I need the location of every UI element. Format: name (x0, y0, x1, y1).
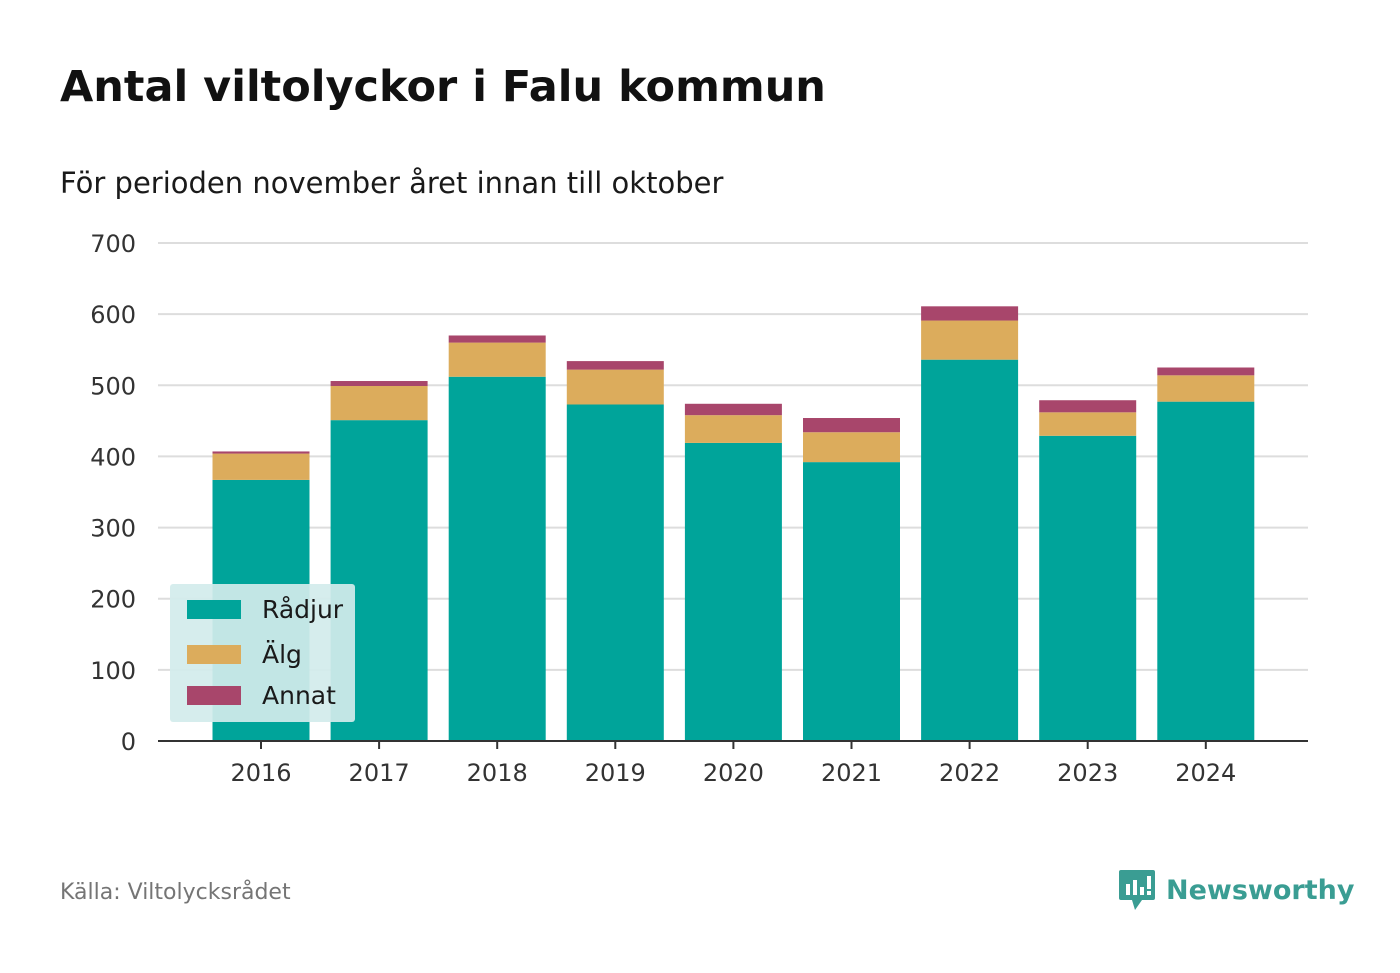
legend: Rådjur Älg Annat (170, 584, 355, 722)
x-tick-label-2017: 2017 (349, 759, 410, 787)
x-tick-label-2023: 2023 (1057, 759, 1118, 787)
bar-rdjur-2023 (1039, 435, 1137, 741)
bar-annat-2024 (1157, 367, 1255, 376)
y-tick-label-300: 300 (90, 515, 136, 543)
x-tick-label-2021: 2021 (821, 759, 882, 787)
x-tick-label-2018: 2018 (467, 759, 528, 787)
x-tick-label-2016: 2016 (230, 759, 291, 787)
bars (212, 306, 1255, 741)
bar-rdjur-2020 (684, 442, 782, 741)
bar-lg-2022 (921, 320, 1019, 360)
legend-swatch-radjur (187, 599, 241, 619)
bar-lg-2018 (448, 342, 546, 377)
legend-label-annat: Annat (262, 680, 336, 710)
bar-annat-2020 (684, 403, 782, 416)
bar-lg-2021 (803, 432, 900, 463)
legend-swatch-annat (187, 685, 241, 705)
legend-item-alg: Älg (187, 637, 302, 671)
x-tick-label-2019: 2019 (585, 759, 646, 787)
bar-annat-2019 (566, 361, 664, 370)
y-tick-label-400: 400 (90, 443, 136, 471)
bar-lg-2023 (1039, 412, 1137, 436)
bar-annat-2023 (1039, 400, 1137, 413)
bar-lg-2024 (1157, 375, 1255, 402)
chart-title: Antal viltolyckor i Falu kommun (60, 62, 826, 112)
bar-annat-2021 (803, 418, 900, 433)
legend-swatch-alg (187, 644, 241, 664)
y-tick-label-0: 0 (121, 728, 136, 756)
legend-item-radjur: Rådjur (187, 592, 343, 626)
y-tick-label-500: 500 (90, 372, 136, 400)
bar-lg-2020 (684, 415, 782, 443)
legend-label-radjur: Rådjur (262, 594, 344, 624)
bar-annat-2016 (212, 451, 310, 454)
brand-logo[interactable]: Newsworthy (1118, 868, 1354, 912)
bar-rdjur-2019 (566, 404, 664, 741)
bar-annat-2022 (921, 306, 1019, 321)
y-tick-label-100: 100 (90, 657, 136, 685)
bar-lg-2017 (330, 385, 428, 421)
bar-annat-2017 (330, 381, 428, 386)
y-tick-label-700: 700 (90, 230, 136, 258)
source-note: Källa: Viltolycksrådet (60, 880, 291, 905)
legend-item-annat: Annat (187, 678, 336, 712)
brand-name: Newsworthy (1166, 874, 1355, 906)
bar-lg-2019 (566, 369, 664, 405)
y-tick-label-600: 600 (90, 301, 136, 329)
y-tick-label-200: 200 (90, 586, 136, 614)
x-tick-label-2022: 2022 (939, 759, 1000, 787)
bar-rdjur-2024 (1157, 401, 1255, 741)
axes: 0 100 200 300 400 500 600 700 2016 2017 2018 2019 20… (90, 230, 1308, 787)
newsworthy-logo-icon (1119, 870, 1155, 910)
bar-rdjur-2021 (803, 462, 900, 741)
bar-rdjur-2022 (921, 359, 1019, 741)
legend-label-alg: Älg (262, 639, 302, 669)
x-tick-label-2024: 2024 (1175, 759, 1236, 787)
bar-annat-2018 (448, 335, 546, 343)
x-tick-label-2020: 2020 (703, 759, 764, 787)
bar-lg-2016 (212, 453, 310, 480)
bar-rdjur-2018 (448, 376, 546, 741)
chart-subtitle: För perioden november året innan till ok… (60, 166, 724, 200)
